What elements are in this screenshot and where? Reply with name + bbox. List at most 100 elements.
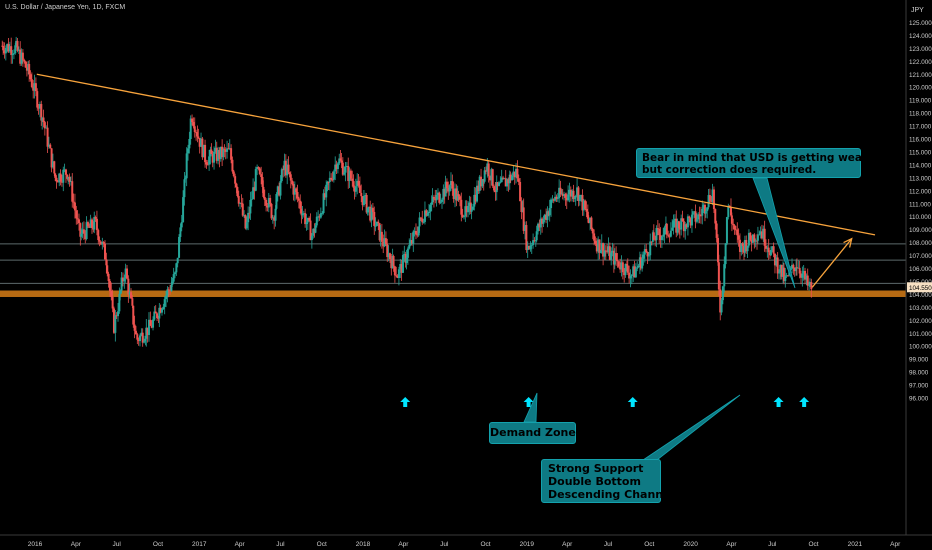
candle-body [206, 164, 209, 166]
candle-343 [447, 181, 450, 200]
candle-353 [460, 192, 463, 222]
candle-body [140, 332, 143, 336]
callout-usd-line-1: Bear in mind that USD is getting weaker [642, 152, 882, 164]
candle-body [12, 53, 15, 55]
y-tick-label: 117.000 [909, 124, 932, 131]
candle-413 [538, 219, 541, 232]
candle-body [84, 233, 87, 240]
candle-272 [354, 178, 357, 197]
candle-344 [448, 184, 451, 196]
candle-body [158, 307, 161, 319]
candle-535 [697, 212, 700, 224]
candle-542 [706, 207, 709, 219]
candle-268 [349, 168, 352, 181]
x-tick-label: Apr [398, 541, 409, 548]
candle-body [673, 218, 676, 221]
candle-525 [684, 221, 687, 240]
candle-body [620, 262, 623, 270]
candle-body [258, 168, 261, 175]
candle-15 [20, 48, 23, 66]
candle-body [90, 219, 93, 228]
candle-body [289, 174, 292, 181]
candle-body [456, 194, 459, 201]
candle-body [123, 278, 126, 282]
candle-554 [721, 285, 724, 305]
candle-body [387, 253, 390, 258]
y-tick-label: 109.000 [909, 227, 932, 234]
candle-67 [88, 223, 91, 228]
candle-504 [656, 220, 659, 236]
candle-body [354, 186, 357, 192]
candle-557 [725, 216, 728, 246]
candle-421 [548, 199, 551, 222]
candle-362 [471, 203, 474, 211]
candles-layer [1, 36, 813, 347]
candle-162 [211, 151, 214, 168]
candle-457 [595, 238, 598, 254]
candle-204 [266, 202, 269, 212]
candle-body [469, 202, 472, 212]
candle-body [678, 228, 681, 230]
candle-body [506, 179, 509, 187]
candle-108 [141, 328, 144, 347]
y-tick-label: 108.000 [909, 240, 932, 247]
candle-body [322, 193, 325, 214]
candle-327 [426, 210, 429, 217]
candle-574 [747, 229, 750, 248]
callout-strong-support[interactable]: Strong Support Double Bottom Descending … [541, 459, 674, 503]
candle-484 [630, 274, 633, 285]
callout-demand-zone[interactable]: Demand Zone [489, 422, 576, 444]
candle-body [257, 167, 260, 169]
candle-body [698, 214, 701, 216]
candle-212 [276, 185, 279, 202]
candle-body [64, 169, 67, 175]
candle-478 [623, 268, 626, 283]
candle-434 [565, 192, 568, 210]
candle-295 [384, 231, 387, 247]
candle-body [336, 163, 339, 170]
candle-371 [483, 167, 486, 184]
candle-body [166, 289, 169, 296]
candle-body [699, 215, 702, 217]
y-tick-label: 107.000 [909, 253, 932, 260]
candle-315 [410, 232, 413, 246]
candle-body [379, 231, 382, 241]
candle-body [117, 311, 120, 317]
candle-body [545, 214, 548, 220]
candle-body [507, 179, 510, 184]
candle-body [370, 207, 373, 221]
candle-355 [462, 215, 465, 220]
candle-617 [804, 267, 807, 285]
candle-body [766, 247, 769, 249]
candle-165 [215, 141, 218, 164]
candle-body [628, 272, 631, 279]
candle-body [473, 194, 476, 207]
candle-body [419, 217, 422, 219]
candle-body [139, 335, 142, 342]
candle-body [156, 313, 159, 319]
candle-body [414, 230, 417, 235]
candle-body [599, 250, 602, 253]
candle-body [641, 258, 644, 269]
callout-usd-weaker[interactable]: Bear in mind that USD is getting weaker … [636, 148, 882, 178]
candle-176 [230, 144, 233, 164]
candle-body [76, 218, 79, 220]
candle-175 [228, 139, 231, 151]
candle-body [762, 228, 765, 239]
candle-body [423, 210, 426, 222]
candle-body [162, 306, 165, 309]
candle-155 [202, 144, 205, 158]
candle-196 [256, 164, 259, 176]
candle-233 [304, 208, 307, 228]
candle-body [380, 231, 383, 242]
candle-306 [399, 258, 402, 279]
candle-body [343, 172, 346, 175]
candle-388 [506, 177, 509, 191]
candle-body [581, 195, 584, 211]
candle-532 [693, 210, 696, 218]
candle-349 [455, 184, 458, 207]
candle-126 [165, 290, 168, 308]
candle-227 [296, 184, 299, 203]
candle-506 [659, 227, 662, 248]
